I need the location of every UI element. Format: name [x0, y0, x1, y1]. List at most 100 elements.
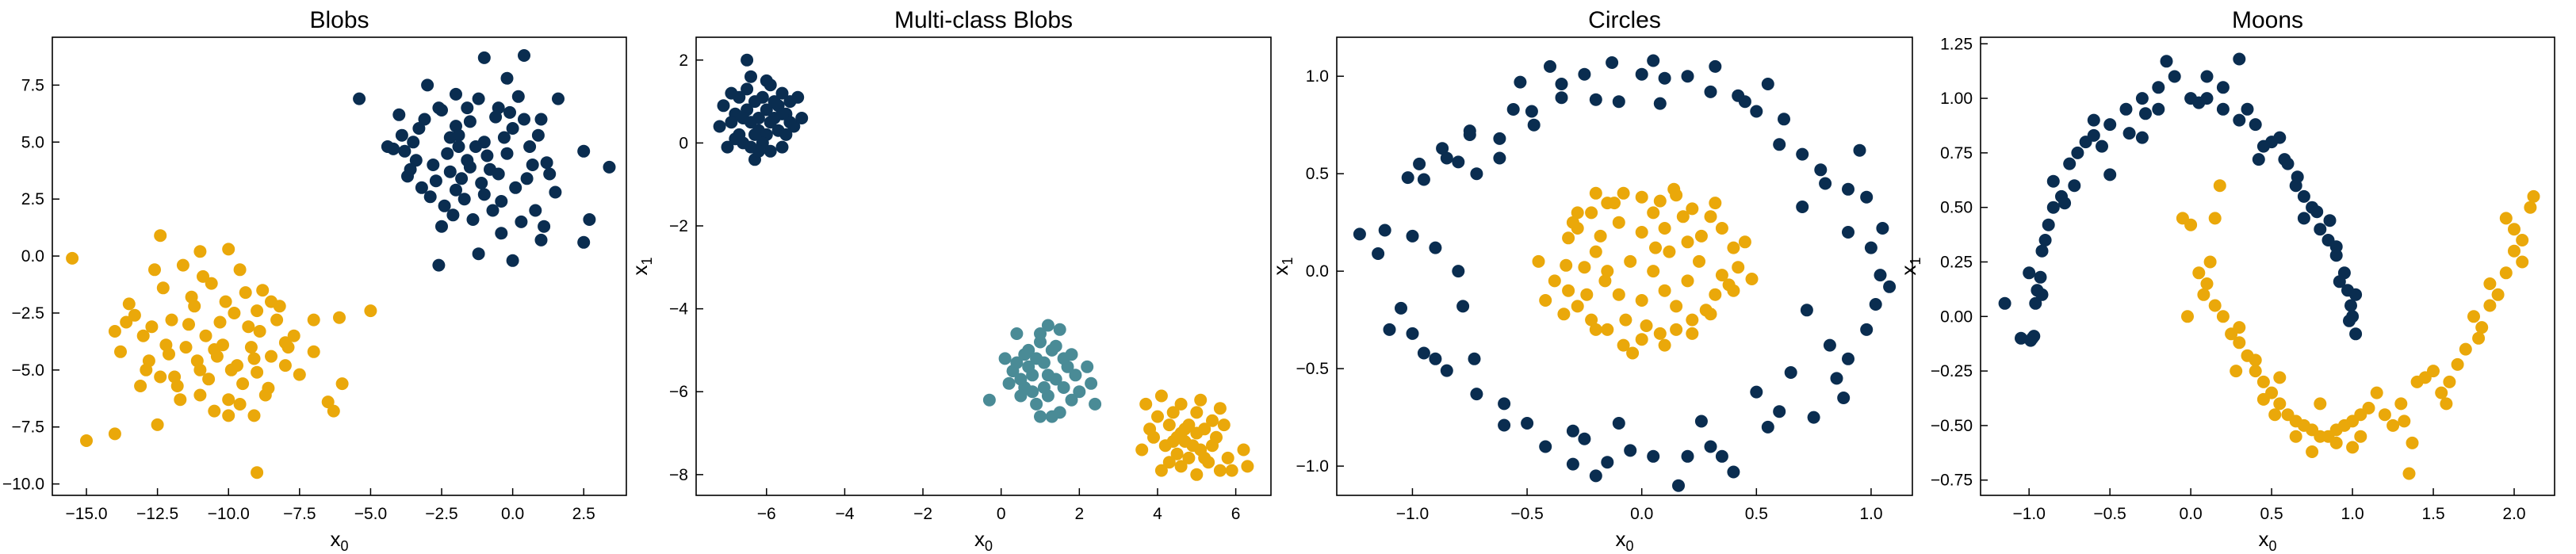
point-1-36 — [1089, 397, 1102, 411]
point-1-75 — [114, 345, 127, 358]
point-1-41 — [1589, 323, 1602, 336]
point-1-60 — [2230, 365, 2243, 378]
point-0-25 — [795, 112, 809, 124]
point-0-35 — [455, 172, 469, 185]
point-1-56 — [1557, 308, 1571, 321]
point-2-16 — [1221, 451, 1234, 464]
point-1-34 — [1002, 376, 1016, 390]
point-1-24 — [208, 404, 221, 418]
y-axis-label-main: x — [628, 266, 652, 276]
point-0-52 — [1417, 346, 1430, 360]
point-2-2 — [1174, 397, 1188, 411]
y-tick-label: −5.0 — [12, 361, 44, 380]
point-1-17 — [122, 297, 136, 311]
point-1-39 — [1034, 327, 1047, 340]
point-1-74 — [193, 363, 207, 376]
x-tick-label: 1.5 — [2421, 505, 2444, 523]
y-tick-label: −2 — [669, 217, 688, 235]
point-0-41 — [2103, 168, 2117, 181]
point-0-11 — [1506, 103, 1520, 116]
x-axis-label: x0 — [974, 527, 993, 554]
point-1-16 — [1014, 389, 1028, 403]
point-1-23 — [1010, 356, 1024, 369]
point-0-84 — [1429, 352, 1442, 365]
x-tick-label: −1.0 — [2012, 505, 2045, 523]
point-2-7 — [1198, 422, 1211, 436]
point-1-1 — [80, 434, 93, 447]
point-0-75 — [1694, 415, 1708, 428]
point-1-31 — [2483, 299, 2497, 312]
point-1-60 — [188, 300, 201, 313]
y-axis-label-sub: 1 — [1908, 257, 1923, 265]
point-0-21 — [1704, 85, 1717, 98]
y-axis-label-sub: 1 — [1280, 257, 1296, 265]
point-1-39 — [2406, 436, 2419, 449]
point-1-7 — [1653, 194, 1667, 208]
point-0-67 — [2323, 214, 2337, 227]
point-1-61 — [1649, 241, 1662, 254]
point-1-37 — [1045, 410, 1058, 423]
point-0-38 — [1773, 405, 1786, 418]
point-0-46 — [1566, 457, 1579, 471]
point-0-42 — [511, 90, 525, 103]
point-0-49 — [2329, 240, 2343, 254]
point-0-43 — [466, 213, 480, 226]
point-0-58 — [2333, 275, 2346, 288]
point-0-40 — [1727, 465, 1740, 479]
point-1-43 — [176, 258, 189, 272]
point-1-35 — [1065, 393, 1078, 407]
point-0-2 — [713, 120, 726, 133]
point-1-58 — [2516, 255, 2529, 269]
point-1-59 — [281, 341, 295, 354]
point-0-27 — [1819, 177, 1832, 190]
point-0-80 — [1463, 124, 1476, 138]
point-0-7 — [477, 51, 491, 64]
point-1-13 — [1732, 261, 1745, 274]
point-1-50 — [1619, 313, 1632, 327]
point-0-32 — [779, 128, 793, 141]
point-0-41 — [725, 86, 738, 100]
point-0-52 — [2087, 113, 2100, 127]
point-0-2 — [1383, 323, 1396, 336]
point-2-3 — [1194, 393, 1208, 407]
point-0-20 — [432, 258, 446, 272]
point-0-9 — [506, 122, 519, 135]
point-1-20 — [1635, 333, 1648, 346]
x-axis-label: x0 — [1615, 527, 1633, 554]
point-1-35 — [228, 307, 241, 319]
point-0-42 — [791, 90, 805, 104]
point-0-40 — [2068, 179, 2081, 193]
chart-title: Circles — [1588, 7, 1661, 33]
point-1-34 — [1635, 294, 1648, 307]
point-0-48 — [412, 122, 426, 135]
point-0-67 — [492, 167, 505, 181]
point-1-40 — [1670, 300, 1683, 313]
y-axis-label-sub: 1 — [639, 257, 655, 265]
point-0-61 — [1778, 113, 1790, 126]
x-axis-label-sub: 0 — [340, 538, 348, 554]
point-0-62 — [1853, 143, 1866, 157]
point-0-13 — [577, 144, 591, 158]
point-1-9 — [327, 404, 340, 418]
point-1-54 — [168, 370, 182, 384]
point-0-43 — [744, 140, 757, 154]
subplot-blobs: −15.0 −12.5 −10.0 −7.5 −5.0 −2.5 0.0 2.5 −10.0 −7… — [0, 7, 627, 554]
point-1-51 — [1694, 229, 1708, 243]
point-1-29 — [1057, 352, 1070, 365]
point-0-6 — [2034, 270, 2047, 284]
point-1-72 — [233, 398, 247, 411]
point-2-12 — [1170, 447, 1184, 460]
point-0-50 — [1470, 388, 1483, 401]
point-1-36 — [2524, 201, 2537, 214]
point-1-65 — [1709, 197, 1722, 210]
point-0-17 — [756, 90, 769, 104]
point-0-58 — [1514, 75, 1527, 89]
point-1-8 — [1073, 385, 1086, 399]
point-2-15 — [1206, 439, 1219, 453]
point-1-25 — [1037, 356, 1051, 369]
point-1-50 — [253, 325, 266, 338]
point-0-21 — [760, 103, 773, 117]
point-0-45 — [2192, 96, 2206, 109]
point-0-82 — [1842, 226, 1854, 239]
point-0-9 — [2042, 218, 2055, 231]
